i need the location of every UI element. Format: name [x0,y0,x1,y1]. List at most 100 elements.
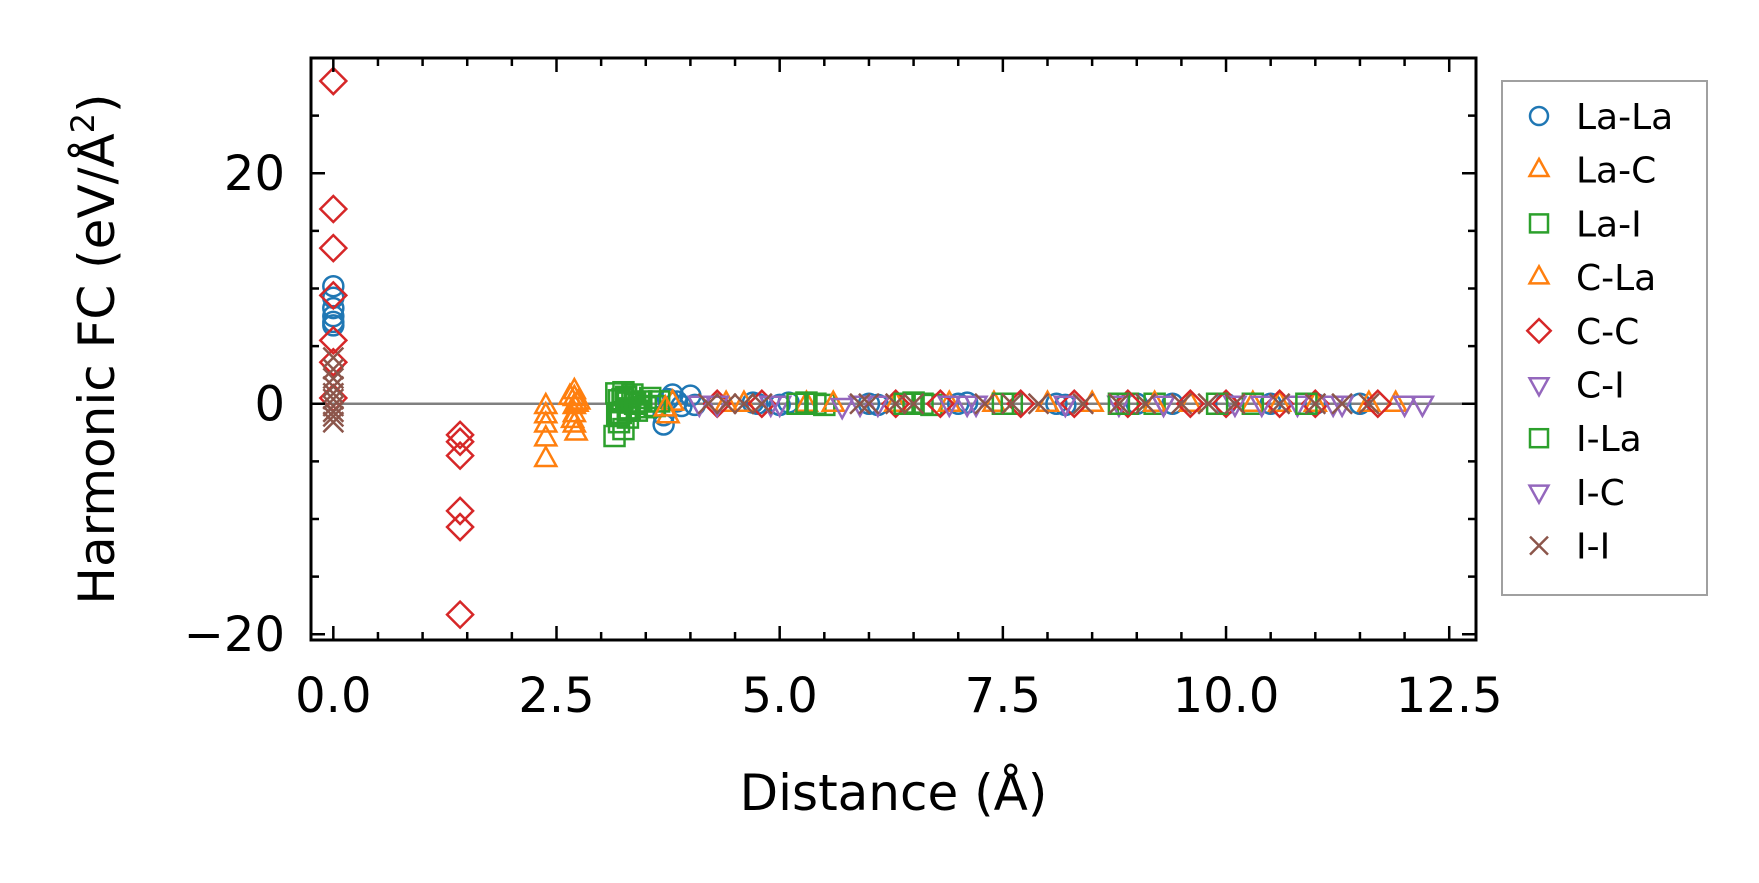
data-point-La-C [731,389,757,412]
data-point-I-I [322,346,345,369]
data-point-C-C [318,66,349,96]
data-point-I-I [884,392,907,415]
data-point-I-I [322,405,345,428]
data-point-C-C [318,347,349,378]
data-point-C-C [445,512,475,542]
data-point-C-C [1059,388,1090,419]
data-point-I-I [858,392,880,415]
data-point-I-I [322,411,345,434]
data-point-I-I [1357,392,1380,415]
data-point-C-La [1356,389,1382,412]
data-point-C-C [1211,388,1241,419]
data-point-La-La [322,314,345,337]
legend-marker-C-I [1527,376,1551,398]
legend-marker-C-C [1525,317,1553,345]
legend-label: La-La [1576,97,1673,138]
legend-marker-I-I [1529,535,1549,556]
legend-label: I-I [1576,527,1610,568]
data-point-C-C [1113,388,1143,419]
legend-items: La-La La-C La-I C-La C-C C-I I-La I-C I-I [1525,97,1673,568]
legend-label: I-La [1576,419,1642,460]
data-point-I-I [902,392,925,415]
data-point-I-I [1027,392,1050,415]
data-point-I-I [1224,392,1246,415]
data-point-I-I [1000,392,1023,415]
y-axis-label: Harmonic FC (eV/Å2) [64,93,126,604]
data-point-C-C [318,194,349,224]
data-point-La-La [322,296,345,320]
legend-marker-La-La [1528,105,1550,127]
data-point-I-I [849,392,871,415]
data-point-I-I [1268,392,1291,415]
data-point-C-C [1363,388,1393,419]
legend-item-C-C: C-C [1525,312,1639,353]
data-point-I-I [322,400,345,423]
data-point-I-La [623,392,647,415]
data-point-C-La [820,389,846,412]
data-point-I-C [1150,395,1177,419]
data-point-I-C [1391,395,1418,419]
data-point-C-C [445,427,475,457]
data-point-I-La [1107,392,1131,415]
x-tick-label: 5.0 [742,668,818,724]
y-axis-label-main: Harmonic FC (eV/Å [68,133,126,604]
legend-item-La-La: La-La [1528,97,1673,138]
legend-label: C-I [1576,366,1625,407]
x-axis-label: Distance (Å) [740,764,1048,822]
data-point-C-La [652,393,679,417]
data-point-I-I [1197,392,1220,415]
data-point-I-La [611,387,634,411]
plot-area [309,56,1478,642]
data-point-I-C [954,395,980,419]
data-point-I-I [1108,392,1130,415]
data-point-I-C [1052,395,1078,419]
data-point-I-La [616,399,640,422]
data-point-C-C [445,420,475,450]
legend-label: La-I [1576,204,1642,245]
plot-frame [309,56,1478,642]
data-point-I-I [733,392,755,415]
legend-item-I-C: I-C [1527,473,1625,514]
legend: La-La La-C La-I C-La C-C C-I I-La I-C I-I [1501,80,1708,596]
data-point-La-C [533,423,559,447]
series-I-I [322,346,1380,434]
data-point-C-La [936,389,962,412]
legend-marker-C-La [1527,263,1551,285]
x-tick-label: 7.5 [965,668,1041,724]
axis-ticks [311,56,1476,640]
x-tick-label: 2.5 [518,668,594,724]
data-point-La-C [533,444,559,468]
data-point-I-I [974,392,996,415]
data-point-C-C [925,388,956,419]
data-point-I-I [715,392,737,415]
legend-marker-La-C [1527,156,1551,178]
legend-item-La-I: La-I [1528,204,1642,245]
x-tick-label: 12.5 [1396,668,1503,724]
legend-item-C-La: C-La [1527,258,1656,299]
data-point-I-I [322,395,345,417]
data-point-C-C [445,440,475,471]
data-point-C-I [1106,395,1132,419]
data-point-C-I [936,395,962,419]
data-point-C-La [559,405,586,429]
data-point-C-C [318,325,349,356]
y-axis-label-close: ) [68,93,126,113]
data-point-La-C [563,417,589,441]
data-point-C-La [713,389,739,412]
legend-item-I-La: I-La [1528,419,1642,460]
y-tick-label: 20 [224,146,285,202]
data-point-C-La [564,389,590,412]
data-point-C-La [1266,389,1293,412]
data-point-C-I [829,397,855,421]
legend-item-I-I: I-I [1529,527,1610,568]
legend-marker-I-C [1527,484,1551,506]
data-point-La-C [1383,389,1409,412]
data-point-La-La [322,274,345,298]
data-point-I-I [697,392,720,415]
data-point-C-I [1409,395,1436,419]
data-point-C-C [445,496,475,526]
legend-label: I-C [1576,473,1625,514]
y-axis-label-superscript: 2 [64,113,102,133]
legend-item-C-I: C-I [1527,366,1625,407]
data-point-La-C [1240,389,1266,412]
